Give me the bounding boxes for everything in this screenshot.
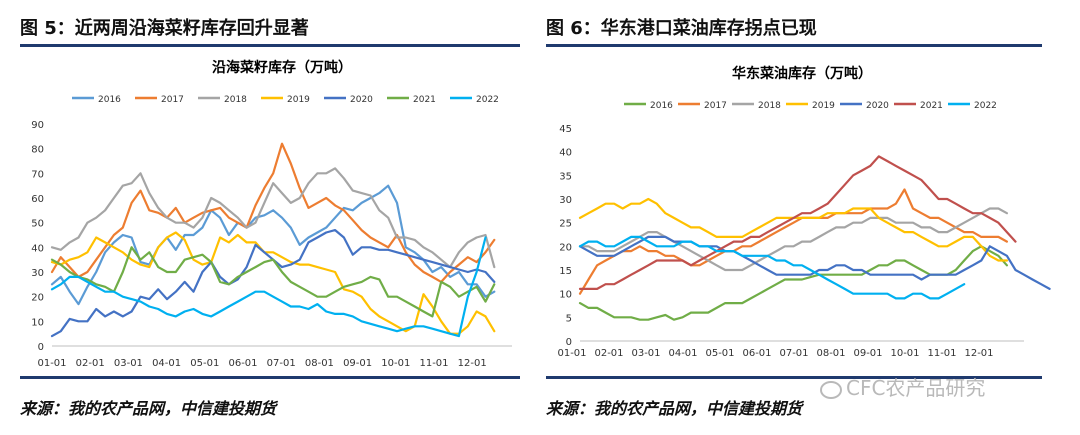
legend-label: 2016 <box>650 101 673 111</box>
x-tick-label: 04-01 <box>668 348 697 359</box>
x-tick-label: 08-01 <box>816 348 845 359</box>
x-tick-label: 01-01 <box>37 358 66 369</box>
series-line-2021 <box>50 246 496 318</box>
x-tick-label: 12-01 <box>964 348 993 359</box>
x-tick-label: 07-01 <box>267 358 296 369</box>
rapeseed-oil-stock-chart: 华东菜油库存（万吨）2016 2017 2018 2019 2020 2021 202205… <box>557 65 1051 359</box>
x-tick-label: 10-01 <box>381 358 410 369</box>
watermark: CFC农产品研究 <box>820 372 985 401</box>
series-line-2016 <box>578 245 1008 321</box>
y-tick-label: 50 <box>31 219 44 230</box>
y-tick-label: 70 <box>31 169 44 180</box>
y-tick-label: 10 <box>559 290 572 301</box>
legend-label: 2017 <box>161 95 184 105</box>
legend-label: 2020 <box>350 95 373 105</box>
y-tick-label: 45 <box>559 124 572 135</box>
x-tick-label: 11-01 <box>927 348 956 359</box>
wechat-icon <box>820 380 842 399</box>
series-line-2017 <box>578 188 1008 295</box>
series-line-2022 <box>578 235 966 300</box>
x-tick-label: 03-01 <box>631 348 660 359</box>
bottom-rule <box>546 376 1042 379</box>
series-line-2022 <box>50 236 487 338</box>
y-tick-label: 35 <box>559 171 572 182</box>
y-tick-label: 30 <box>31 268 44 279</box>
y-tick-label: 40 <box>559 148 572 159</box>
y-tick-label: 20 <box>31 293 44 304</box>
y-tick-label: 25 <box>559 219 572 230</box>
series-line-2016 <box>50 184 496 306</box>
chart-title: 华东菜油库存（万吨） <box>732 65 872 82</box>
chart-title: 沿海菜籽库存（万吨） <box>212 59 352 76</box>
y-tick-label: 5 <box>566 313 572 324</box>
x-tick-label: 09-01 <box>853 348 882 359</box>
legend-label: 2017 <box>704 101 727 111</box>
legend-label: 2022 <box>974 101 997 111</box>
y-tick-label: 40 <box>31 243 44 254</box>
y-tick-label: 90 <box>31 120 44 131</box>
legend-label: 2018 <box>224 95 247 105</box>
series-line-2017 <box>50 142 496 283</box>
figure-title: 图 6：华东港口菜油库存拐点已现 <box>546 18 817 39</box>
y-tick-label: 10 <box>31 317 44 328</box>
series-line-2018 <box>578 207 1008 272</box>
x-tick-label: 05-01 <box>705 348 734 359</box>
top-rule <box>546 44 1042 47</box>
series-line-2021 <box>578 155 1017 290</box>
x-tick-label: 08-01 <box>305 358 334 369</box>
x-tick-label: 03-01 <box>114 358 143 369</box>
y-tick-label: 30 <box>559 195 572 206</box>
x-tick-label: 12-01 <box>458 358 487 369</box>
legend-label: 2021 <box>413 95 436 105</box>
x-tick-label: 06-01 <box>228 358 257 369</box>
legend-label: 2018 <box>758 101 781 111</box>
legend-label: 2022 <box>476 95 499 105</box>
y-tick-label: 0 <box>38 342 44 353</box>
x-tick-label: 02-01 <box>594 348 623 359</box>
legend-label: 2019 <box>287 95 310 105</box>
series-line-2019 <box>578 197 1008 262</box>
source-note: 来源：我的农产品网，中信建投期货 <box>546 399 803 418</box>
figure-5-panel: 图 5：近两周沿海菜籽库存回升显著 沿海菜籽库存（万吨） 2016 2017 2018… <box>0 0 530 435</box>
x-tick-label: 02-01 <box>76 358 105 369</box>
y-tick-label: 60 <box>31 194 44 205</box>
top-rule <box>20 44 520 47</box>
source-note: 来源：我的农产品网，中信建投期货 <box>20 399 277 418</box>
x-tick-label: 09-01 <box>343 358 372 369</box>
x-tick-label: 05-01 <box>190 358 219 369</box>
legend-label: 2019 <box>812 101 835 111</box>
bottom-rule <box>20 376 520 379</box>
x-tick-label: 06-01 <box>742 348 771 359</box>
watermark-text: CFC农产品研究 <box>846 376 986 400</box>
x-tick-label: 01-01 <box>557 348 586 359</box>
x-tick-label: 04-01 <box>152 358 181 369</box>
y-tick-label: 15 <box>559 266 572 277</box>
figure-6-panel: 图 6：华东港口菜油库存拐点已现 华东菜油库存（万吨） 2016 2017 2018 2… <box>540 0 1080 435</box>
series-line-2018 <box>50 167 496 269</box>
rapeseed-stock-chart: 沿海菜籽库存（万吨）2016 2017 2018 2019 2020 2021 202201… <box>31 59 512 369</box>
x-tick-label: 11-01 <box>419 358 448 369</box>
figure-title: 图 5：近两周沿海菜籽库存回升显著 <box>20 18 309 39</box>
y-tick-label: 0 <box>566 337 572 348</box>
y-tick-label: 80 <box>31 145 44 156</box>
legend-label: 2021 <box>920 101 943 111</box>
legend-label: 2020 <box>866 101 889 111</box>
y-tick-label: 20 <box>559 242 572 253</box>
x-tick-label: 07-01 <box>779 348 808 359</box>
legend-label: 2016 <box>98 95 121 105</box>
series-line-2019 <box>50 231 496 335</box>
x-tick-label: 10-01 <box>890 348 919 359</box>
